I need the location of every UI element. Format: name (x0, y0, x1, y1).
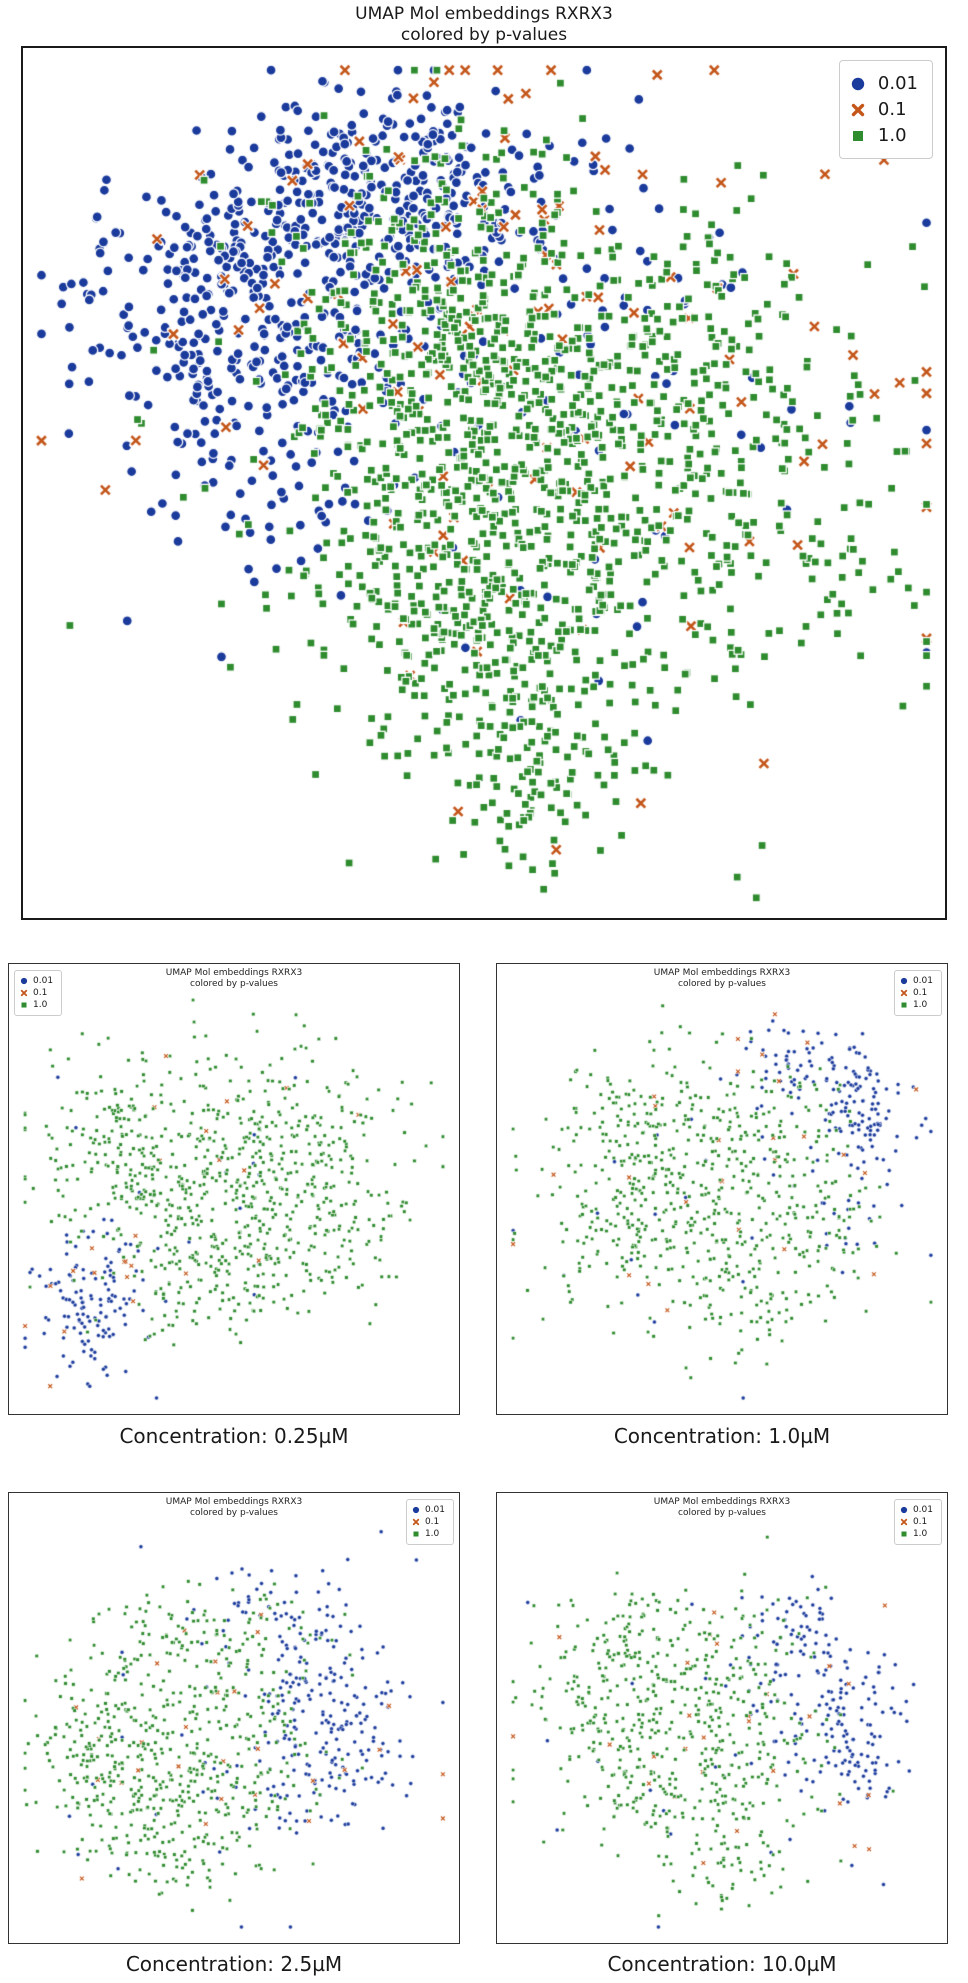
legend-label: 0.1 (877, 99, 907, 120)
legend-item: 0.01 (900, 1505, 933, 1515)
legend-label: 1.0 (33, 1000, 48, 1010)
square-marker-icon (852, 130, 863, 141)
caption-0-25uM: Concentration: 0.25µM (119, 1424, 349, 1448)
legend-item: 0.01 (900, 976, 933, 986)
caption-2-5uM: Concentration: 2.5µM (125, 1952, 343, 1976)
legend-item: 0.1 (900, 1517, 933, 1527)
legend-item: 0.1 (412, 1517, 445, 1527)
square-marker-icon (21, 1002, 27, 1008)
x-marker-icon (412, 1518, 420, 1526)
legend-label: 0.01 (877, 73, 918, 94)
legend-item: 1.0 (412, 1529, 445, 1539)
scatter-figure-10-0uM: UMAP Mol embeddings RXRX3 colored by p-v… (496, 1492, 948, 1944)
circle-marker-icon (900, 1506, 908, 1514)
legend-item: 0.01 (20, 976, 53, 986)
legend-label: 0.01 (912, 1505, 933, 1515)
legend-item: 0.1 (20, 988, 53, 998)
legend: 0.01 0.1 1.0 (14, 970, 63, 1016)
legend-label: 1.0 (424, 1529, 440, 1539)
main-scatter-figure: 0.01 0.1 1.0 (21, 46, 947, 920)
circle-marker-icon (851, 77, 865, 90)
legend-label: 1.0 (877, 125, 907, 146)
legend: 0.01 0.1 1.0 (838, 60, 933, 159)
main-scatter-canvas (23, 48, 945, 918)
legend-label: 0.1 (424, 1517, 440, 1527)
scatter-figure-2-5uM: UMAP Mol embeddings RXRX3 colored by p-v… (8, 1492, 460, 1944)
square-marker-icon (413, 1531, 419, 1537)
scatter-canvas-2-5uM (9, 1493, 459, 1943)
circle-marker-icon (412, 1506, 420, 1514)
page-title: UMAP Mol embeddings RXRX3 colored by p-v… (21, 4, 947, 46)
square-marker-icon (901, 1531, 907, 1537)
scatter-canvas-1-0uM (497, 964, 947, 1414)
page-title-line2: colored by p-values (400, 25, 568, 45)
legend-item: 0.01 (412, 1505, 445, 1515)
legend: 0.01 0.1 1.0 (893, 1499, 942, 1545)
legend-label: 0.1 (912, 988, 928, 998)
scatter-figure-1-0uM: UMAP Mol embeddings RXRX3 colored by p-v… (496, 963, 948, 1415)
legend-label: 1.0 (912, 1529, 928, 1539)
legend-item: 0.1 (900, 988, 933, 998)
square-marker-icon (901, 1002, 907, 1008)
legend-item: 1.0 (850, 125, 918, 146)
x-marker-icon (20, 989, 28, 997)
legend: 0.01 0.1 1.0 (405, 1499, 454, 1545)
x-marker-icon (851, 103, 865, 116)
caption-10-0uM: Concentration: 10.0µM (607, 1952, 837, 1976)
scatter-figure-0-25uM: UMAP Mol embeddings RXRX3 colored by p-v… (8, 963, 460, 1415)
circle-marker-icon (20, 977, 28, 985)
circle-marker-icon (900, 977, 908, 985)
caption-1-0uM: Concentration: 1.0µM (613, 1424, 831, 1448)
legend: 0.01 0.1 1.0 (893, 970, 942, 1016)
legend-item: 1.0 (20, 1000, 53, 1010)
legend-item: 1.0 (900, 1529, 933, 1539)
legend-label: 0.01 (424, 1505, 445, 1515)
legend-label: 1.0 (912, 1000, 928, 1010)
legend-label: 0.01 (912, 976, 933, 986)
legend-label: 0.1 (33, 988, 48, 998)
legend-item: 0.01 (850, 73, 918, 94)
x-marker-icon (900, 1518, 908, 1526)
legend-label: 0.01 (33, 976, 54, 986)
legend-item: 0.1 (850, 99, 918, 120)
legend-label: 0.1 (912, 1517, 928, 1527)
legend-item: 1.0 (900, 1000, 933, 1010)
x-marker-icon (900, 989, 908, 997)
scatter-canvas-10-0uM (497, 1493, 947, 1943)
page-title-line1: UMAP Mol embeddings RXRX3 (355, 4, 613, 24)
scatter-canvas-0-25uM (9, 964, 459, 1414)
